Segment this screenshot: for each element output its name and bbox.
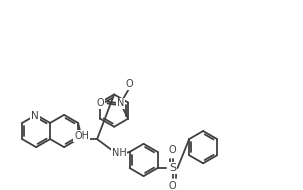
Text: NH: NH [112,148,126,158]
Text: O: O [169,145,177,155]
Text: O: O [97,97,105,108]
Text: O: O [125,78,133,89]
Text: OH: OH [74,131,89,141]
Text: N: N [31,111,39,121]
Text: O: O [169,181,177,190]
Text: N: N [117,98,124,108]
Text: S: S [169,163,176,173]
